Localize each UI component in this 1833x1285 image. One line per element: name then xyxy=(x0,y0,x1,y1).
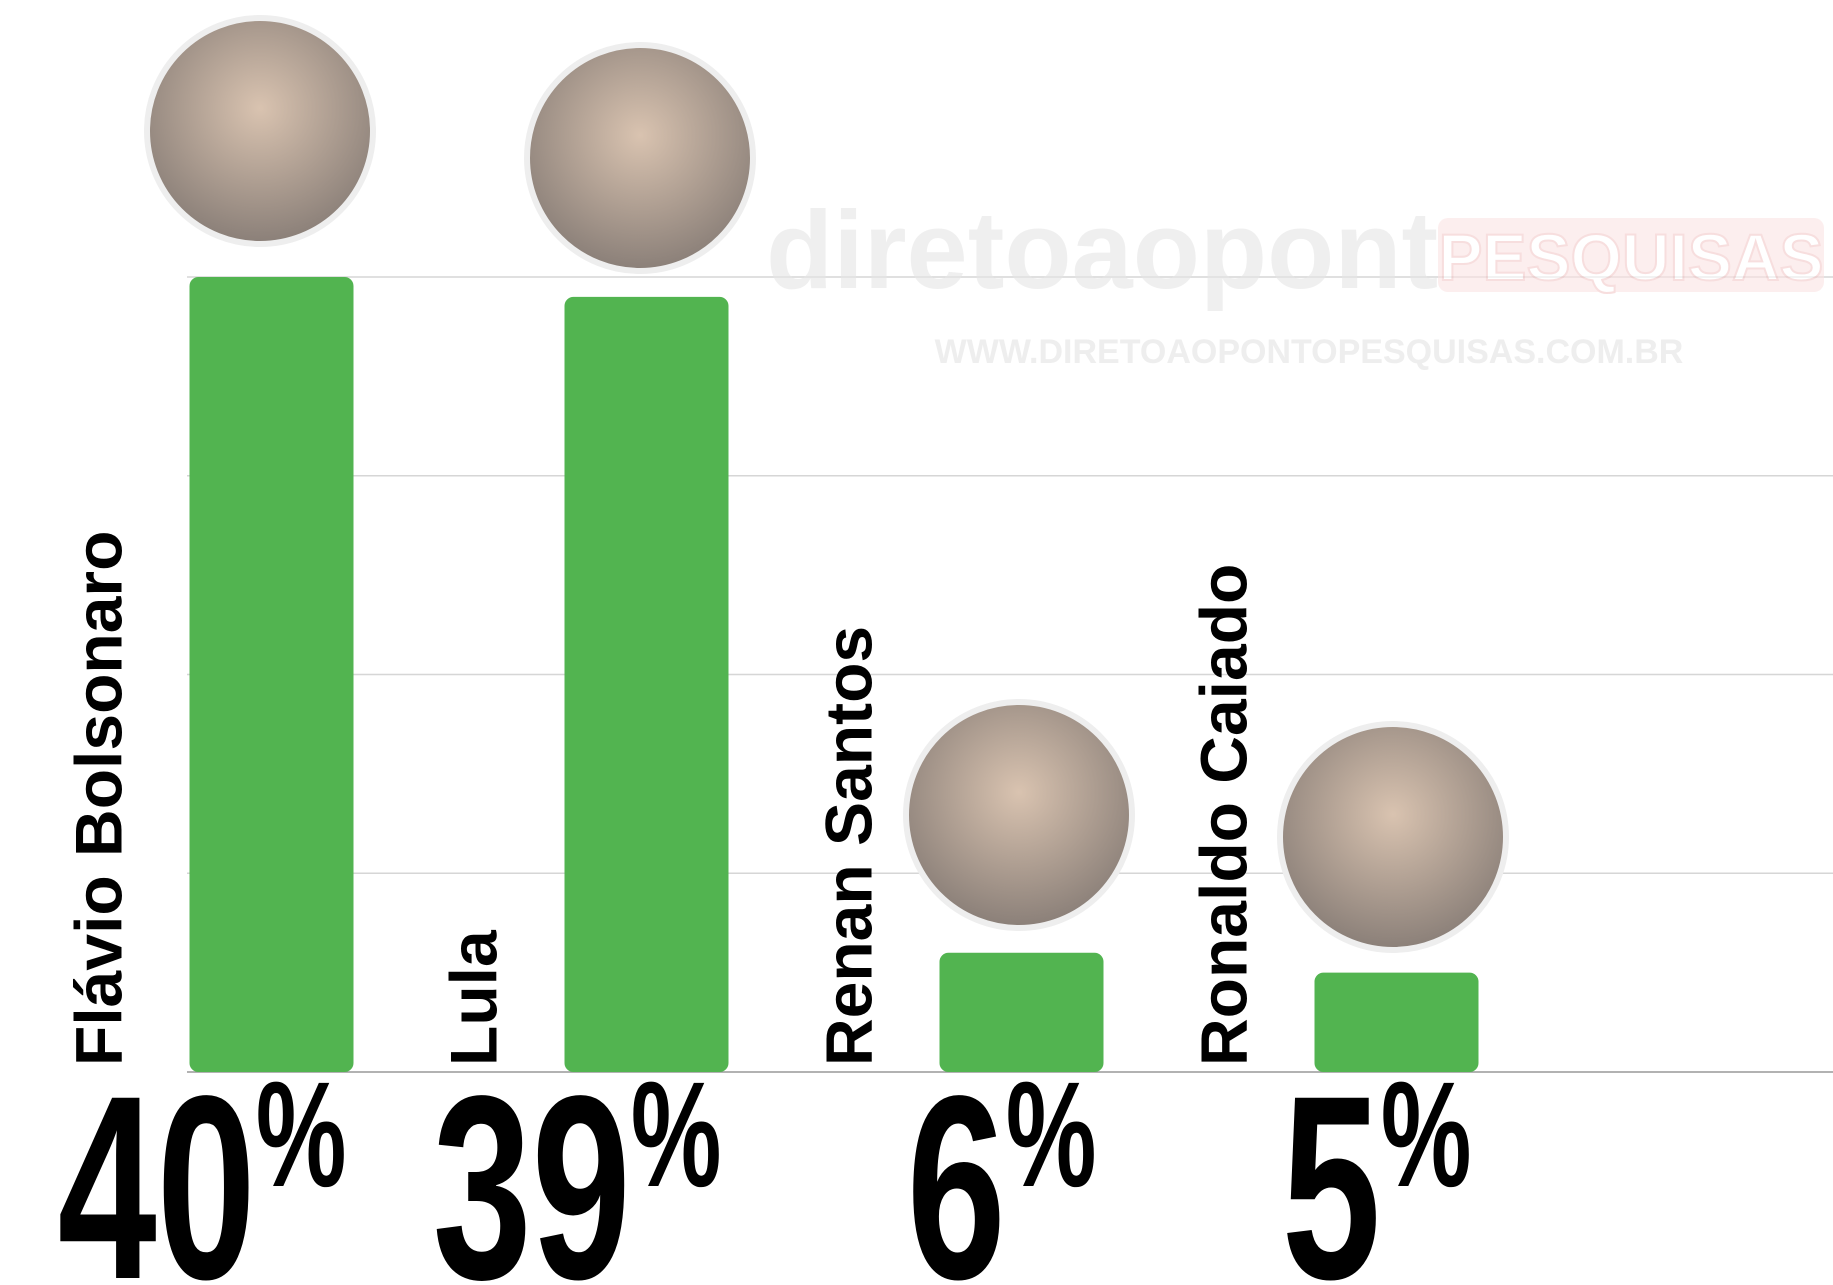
category-label: Renan Santos xyxy=(812,626,886,1066)
watermark-tag-box xyxy=(1438,218,1824,292)
watermark-tag: PESQUISAS xyxy=(1438,220,1823,294)
watermark: diretoaoponto PESQUISAS WWW.DIRETOAOPONT… xyxy=(766,189,1825,371)
value-label: 5% xyxy=(1282,1042,1472,1285)
candidate-photo xyxy=(903,699,1135,931)
bar xyxy=(564,296,729,1072)
value-label: 6% xyxy=(907,1042,1097,1285)
candidate-photo xyxy=(524,42,756,274)
bar xyxy=(1314,972,1479,1072)
watermark-brand: diretoaoponto xyxy=(766,189,1505,312)
category-label: Ronaldo Caiado xyxy=(1187,564,1261,1066)
bar xyxy=(939,952,1104,1072)
grid xyxy=(187,276,1833,1073)
value-label: 40% xyxy=(58,1042,347,1285)
watermark-url: WWW.DIRETOAOPONTOPESQUISAS.COM.BR xyxy=(935,333,1684,371)
candidate-photo xyxy=(1277,721,1509,953)
bar xyxy=(189,277,354,1072)
category-label: Flávio Bolsonaro xyxy=(62,531,136,1066)
photos xyxy=(144,15,1509,953)
candidate-photo xyxy=(144,15,376,247)
category-label: Lula xyxy=(437,929,511,1066)
value-label: 39% xyxy=(433,1042,722,1285)
